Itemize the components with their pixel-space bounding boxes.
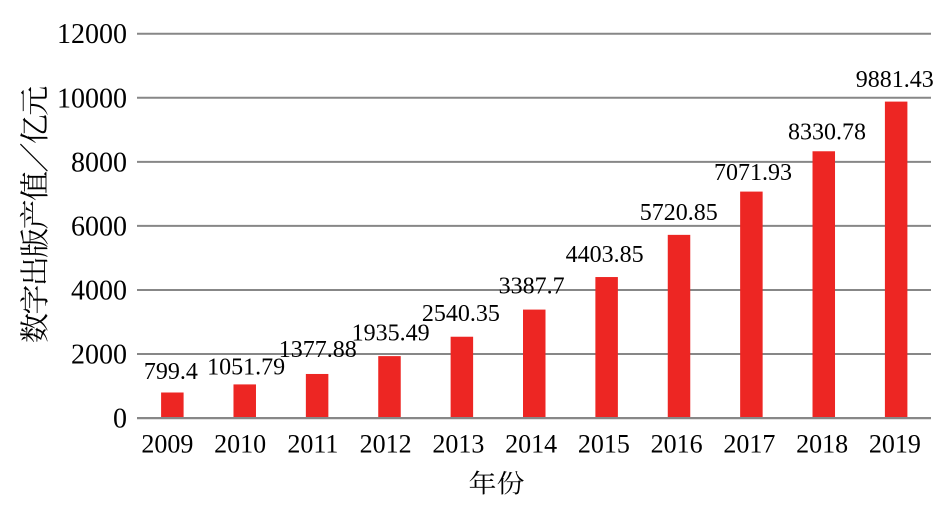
svg-text:2011: 2011 <box>287 430 338 459</box>
svg-text:9881.43: 9881.43 <box>856 67 934 93</box>
svg-text:3387.7: 3387.7 <box>499 274 565 300</box>
svg-text:2000: 2000 <box>71 340 127 371</box>
svg-text:4000: 4000 <box>71 275 127 306</box>
svg-text:4403.85: 4403.85 <box>566 242 644 268</box>
svg-text:10000: 10000 <box>57 83 127 114</box>
svg-text:2010: 2010 <box>214 430 266 459</box>
svg-text:2019: 2019 <box>869 430 921 459</box>
svg-text:2016: 2016 <box>651 430 703 459</box>
svg-text:2014: 2014 <box>505 430 557 459</box>
svg-text:2018: 2018 <box>796 430 848 459</box>
svg-text:6000: 6000 <box>71 211 127 242</box>
svg-text:8330.78: 8330.78 <box>788 120 866 146</box>
svg-text:2012: 2012 <box>360 430 412 459</box>
svg-text:2540.35: 2540.35 <box>422 301 500 327</box>
svg-text:1051.79: 1051.79 <box>207 355 285 381</box>
svg-text:799.4: 799.4 <box>144 359 198 385</box>
svg-text:2009: 2009 <box>141 430 193 459</box>
svg-text:2017: 2017 <box>723 430 775 459</box>
svg-text:0: 0 <box>113 404 127 435</box>
svg-text:1935.49: 1935.49 <box>352 321 430 347</box>
svg-text:1377.88: 1377.88 <box>279 337 357 363</box>
svg-text:2013: 2013 <box>432 430 484 459</box>
svg-text:7071.93: 7071.93 <box>714 160 792 186</box>
svg-text:2015: 2015 <box>578 430 630 459</box>
svg-text:5720.85: 5720.85 <box>640 200 718 226</box>
svg-text:8000: 8000 <box>71 147 127 178</box>
svg-text:12000: 12000 <box>57 19 127 50</box>
